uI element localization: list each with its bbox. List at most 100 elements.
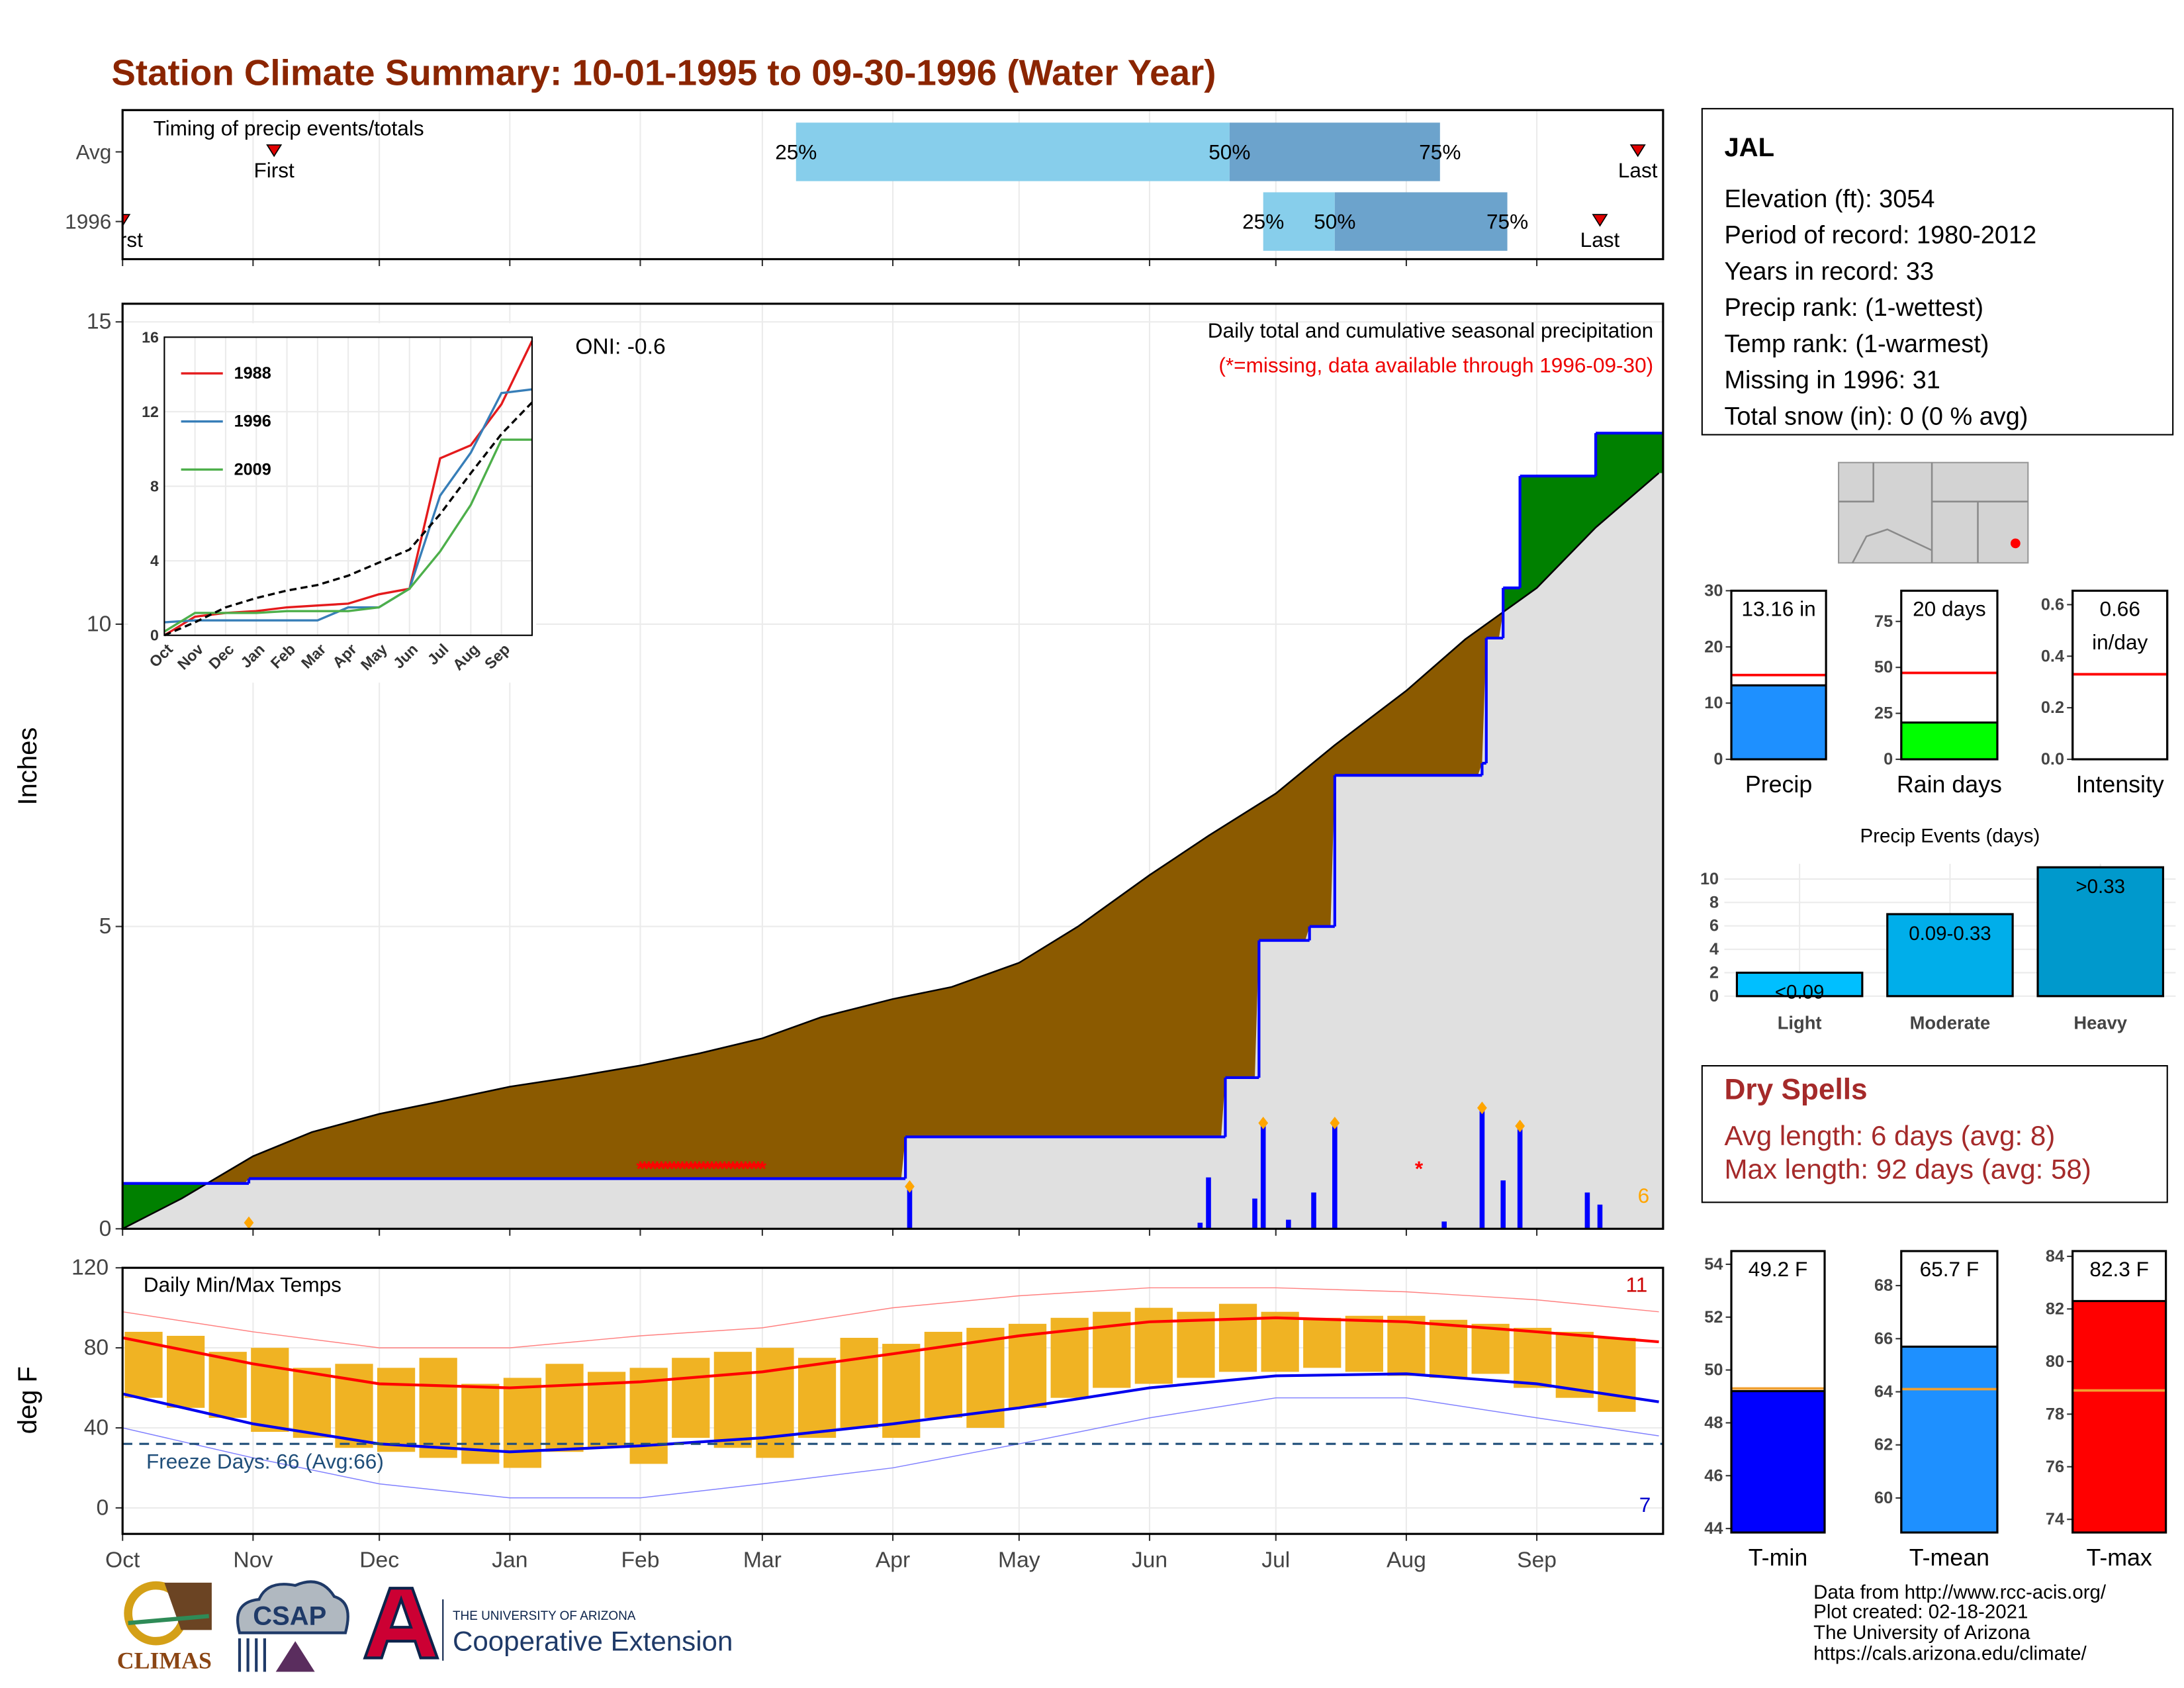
credit-line: The University of Arizona [1813,1622,2030,1644]
daily-precip-bar [1286,1219,1291,1229]
missing-marker: * [712,1156,721,1180]
logo-cloud [236,1580,349,1634]
daily-temp-bar [419,1358,457,1458]
x-tick-label: May [998,1548,1040,1573]
y-tick-label: 30 [1704,581,1723,600]
y-tick-label: 46 [1704,1466,1723,1485]
panel-frame [121,109,1664,261]
daily-precip-bar [1500,1180,1506,1229]
quartile-label: 25% [775,140,817,164]
bar [1901,1345,1997,1533]
dry-spells-line: Avg length: 6 days (avg: 8) [1724,1120,2055,1151]
daily-precip-bar [1197,1223,1203,1229]
y-tick-label: 8 [1709,893,1719,912]
daily-temp-bar [1387,1315,1426,1376]
event-marker [266,144,283,158]
info-line: Elevation (ft): 3054 [1724,185,1934,213]
missing-marker: * [1415,1156,1424,1180]
daily-temp-bar [1218,1303,1257,1372]
y-tick-label: 0 [1709,987,1719,1006]
credit-line: https://cals.arizona.edu/climate/ [1813,1643,2087,1665]
freeze-label: Freeze Days: 66 (Avg:66) [146,1450,384,1474]
y-tick-label: 2 [1709,963,1719,982]
x-tick-label: Jul [1261,1548,1290,1573]
missing-marker: * [645,1156,653,1180]
missing-marker: * [678,1156,687,1180]
y-axis-title: deg F [13,1366,42,1434]
daily-temp-bar [797,1358,837,1438]
category-label: T-max [2086,1544,2152,1571]
legend-label: 1988 [234,364,271,383]
bar-frame [1730,1250,1826,1534]
shared-area [122,473,1663,1229]
logo-mountain [275,1641,315,1672]
daily-temp-bar [251,1348,289,1432]
y-tick-label: 0 [1884,750,1893,769]
y-tick-label: 50 [1874,658,1893,677]
y-tick-label: 82 [2046,1299,2064,1318]
y-tick-label: 0.4 [2041,647,2064,665]
value-label: 0.09-0.33 [1909,923,1991,945]
daily-temp-bar [713,1352,752,1448]
missing-marker: * [674,1156,683,1180]
record-low-count: 7 [1639,1493,1651,1517]
daily-precip-bar [1584,1192,1590,1229]
y-tick-label: 15 [87,310,111,334]
daily-precip-bar [1332,1123,1338,1229]
y-tick-label: 0 [96,1495,109,1520]
bar [2072,1299,2166,1533]
quartile-label: 25% [1242,210,1284,234]
daily-precip-bar [907,1186,913,1229]
missing-marker: * [746,1156,754,1180]
y-axis-title: Inches [13,727,42,806]
daily-temp-bar [377,1368,416,1452]
value-label-box: 0.66 in/day [2092,598,2148,655]
y-tick-label: 4 [150,552,159,569]
temp-line [122,1397,1659,1499]
missing-marker: * [691,1156,700,1180]
inset-frame [163,336,533,636]
daily-precip-bar [1311,1192,1316,1229]
value-label-box: 13.16 in [1741,598,1815,622]
y-tick-label: 76 [2046,1458,2064,1476]
info-line: Temp rank: (1-warmest) [1724,330,1989,358]
station-name: JAL [1724,133,1774,162]
quartile-bar [1229,122,1440,181]
daily-precip-bar [1517,1126,1523,1229]
info-line: Period of record: 1980-2012 [1724,222,2036,250]
missing-marker: * [682,1156,691,1180]
missing-marker: * [661,1156,670,1180]
daily-precip-bar [1597,1204,1603,1229]
y-tick-label: 40 [84,1416,109,1440]
missing-marker: * [750,1156,758,1180]
y-tick-label: 1996 [65,210,111,234]
logo-letter [363,1587,439,1660]
y-tick-label: 6 [1709,917,1719,935]
y-tick-label: 20 [1704,637,1723,656]
missing-marker: * [666,1156,674,1180]
x-tick-label: Jan [492,1548,527,1573]
legend-label: 2009 [234,460,271,479]
bar-frame [1730,589,1827,761]
quartile-bar [1263,192,1335,251]
daily-precip-bar [1252,1198,1257,1229]
daily-temp-bar [1598,1338,1636,1412]
event-count: 6 [1638,1184,1650,1207]
missing-marker: * [754,1156,762,1180]
y-tick-label: 48 [1704,1413,1723,1432]
page-title: Station Climate Summary: 10-01-1995 to 0… [111,52,1216,93]
missing-marker: * [636,1156,645,1180]
x-tick-label: Dec [359,1548,399,1573]
category-label: T-min [1749,1544,1807,1571]
y-tick-label: 60 [1874,1489,1893,1507]
missing-marker: * [657,1156,666,1180]
missing-marker: * [641,1156,649,1180]
value-label-box: 20 days [1913,598,1986,622]
bar [1901,721,1997,760]
y-tick-label: 0 [1713,750,1723,769]
missing-marker: * [670,1156,678,1180]
daily-precip-bar [1260,1123,1266,1229]
value-label: 49.2 F [1748,1258,1808,1282]
legend-label: 1996 [234,412,271,431]
quartile-bar [796,122,1230,181]
